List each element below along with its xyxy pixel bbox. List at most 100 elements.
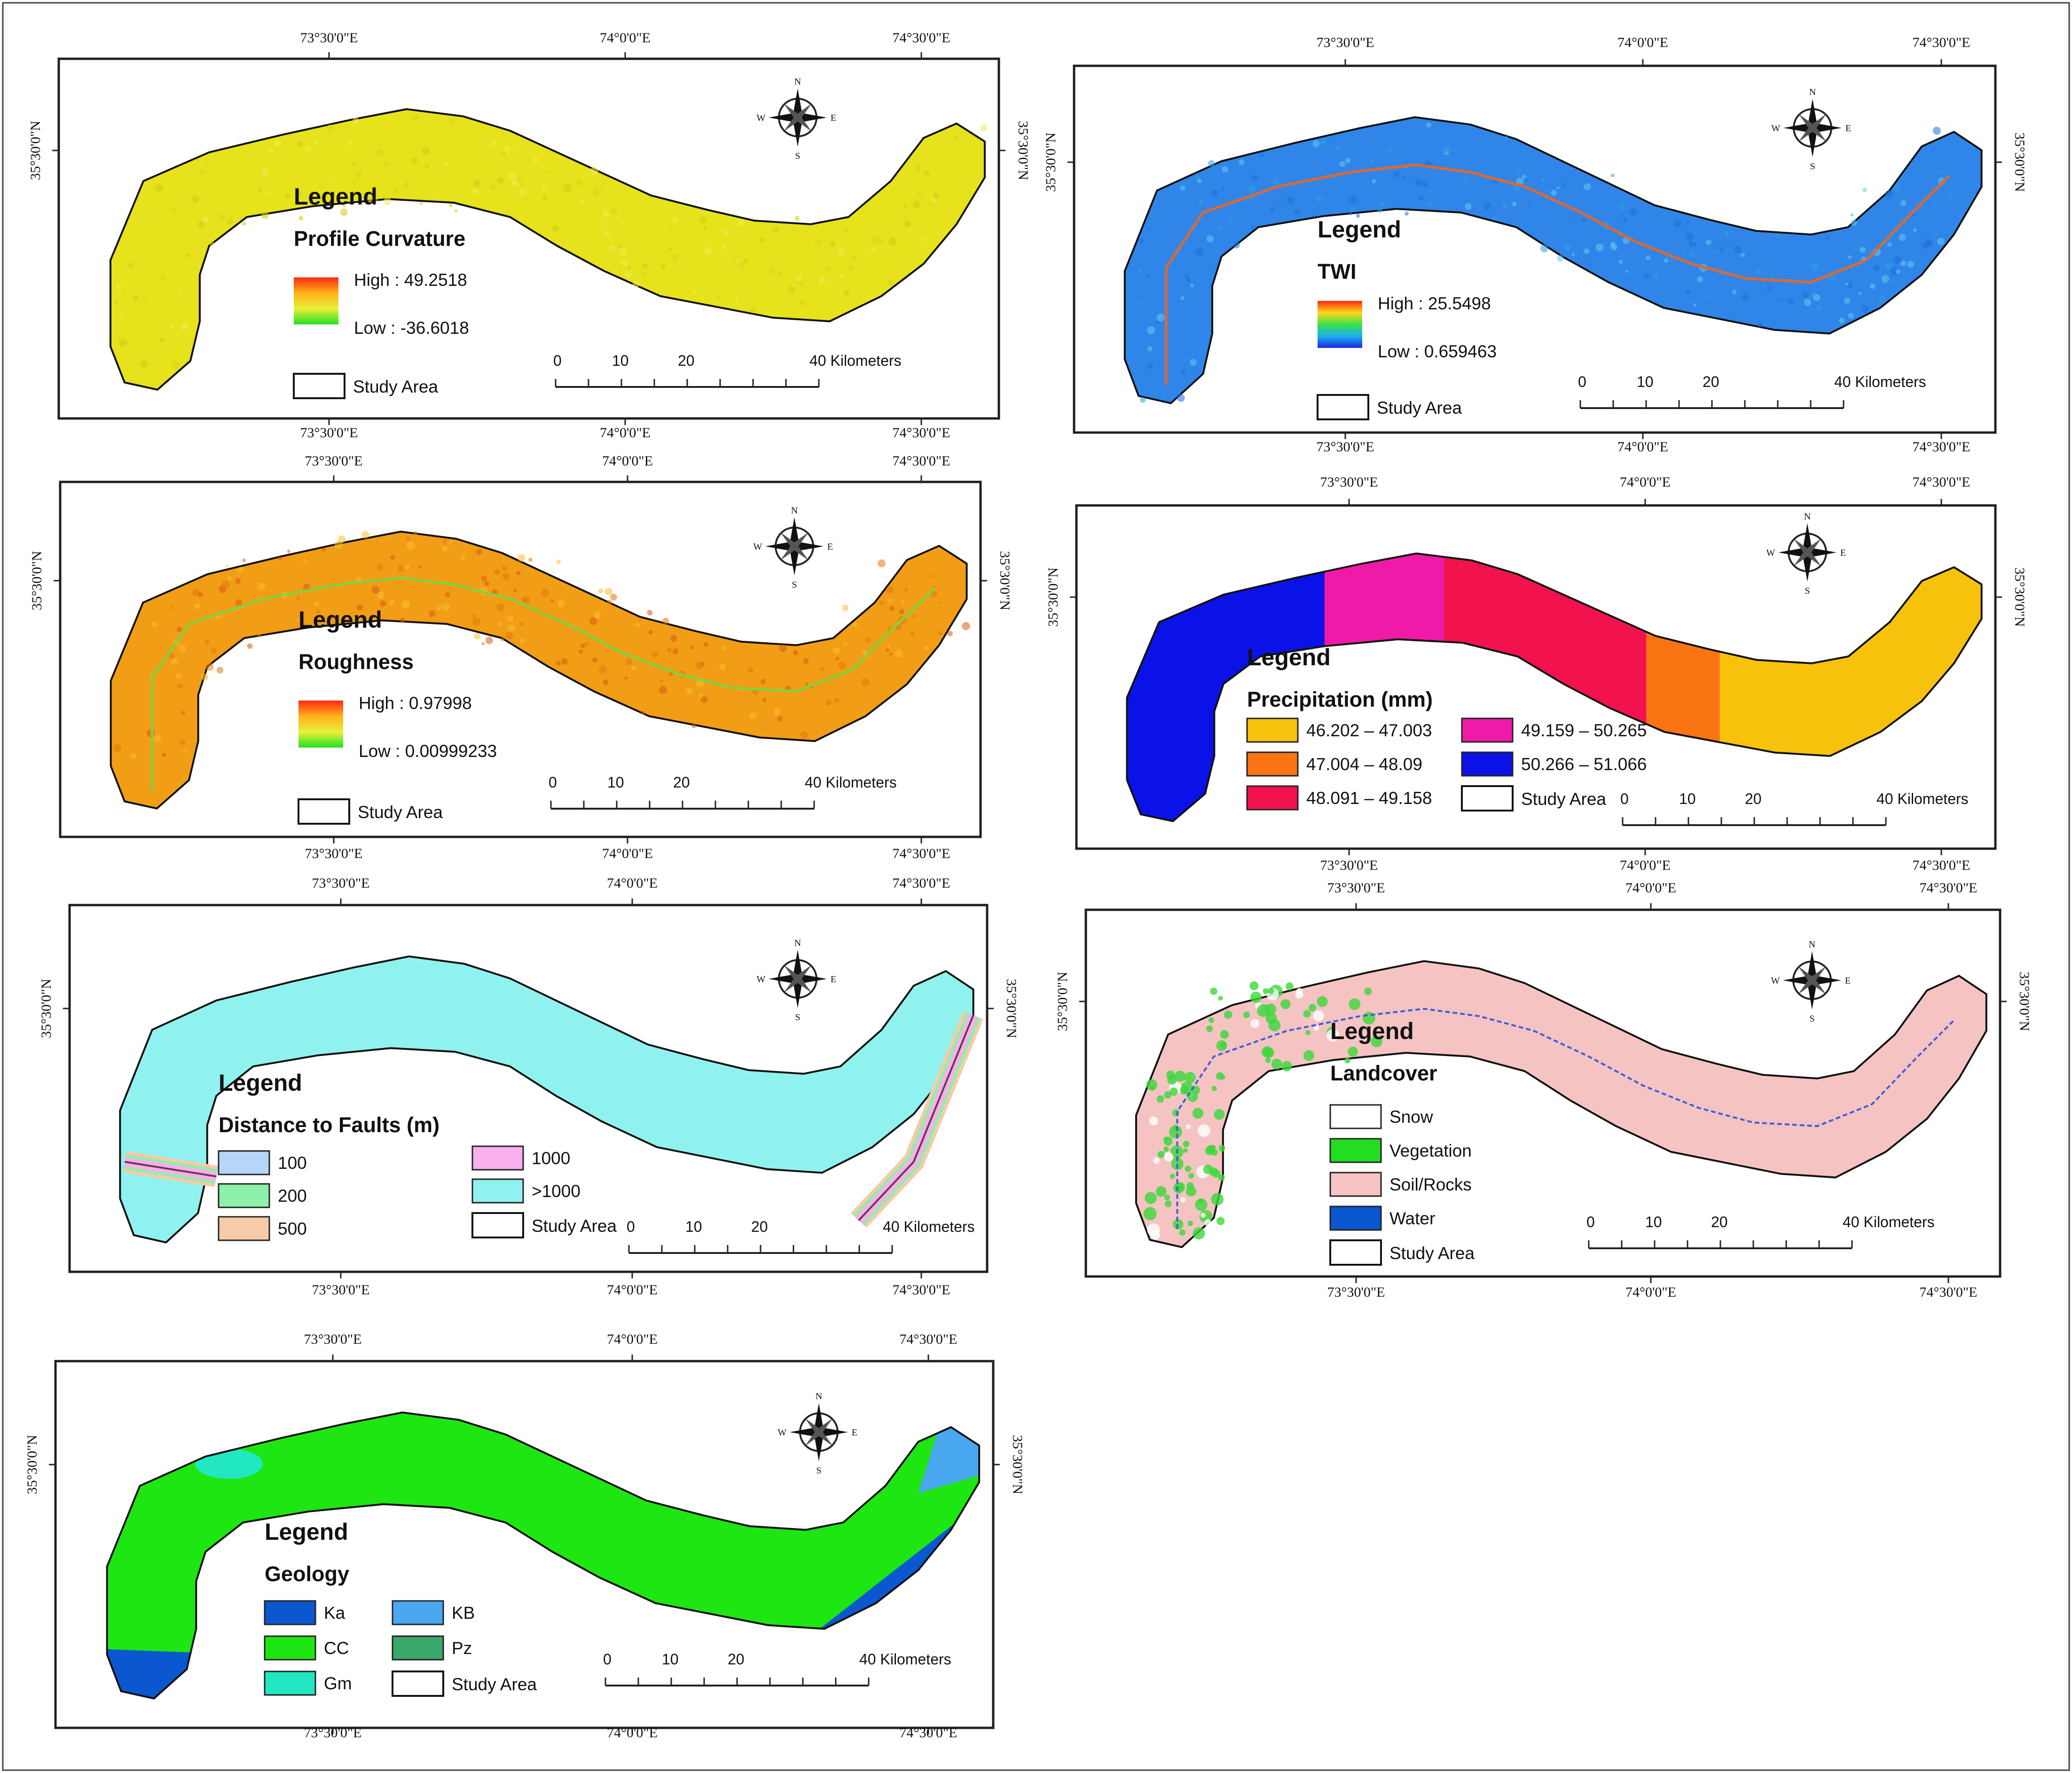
texture-dot xyxy=(1693,303,1696,307)
texture-dot xyxy=(511,180,518,187)
texture-dot xyxy=(502,573,510,580)
vegetation-patch xyxy=(1206,1025,1213,1032)
legend-class-label: 48.091 – 49.158 xyxy=(1306,788,1432,808)
texture-dot xyxy=(1403,176,1407,181)
texture-dot xyxy=(1156,314,1165,322)
texture-dot xyxy=(1138,299,1141,303)
lat-label-right: 35°30'0"N xyxy=(2012,133,2027,192)
texture-dot xyxy=(792,229,795,232)
vegetation-patch xyxy=(1303,1010,1311,1018)
texture-dot xyxy=(589,617,597,625)
compass-e-label: E xyxy=(831,113,836,123)
texture-dot xyxy=(581,643,585,648)
lat-label-right: 35°30'0"N xyxy=(2012,567,2027,627)
texture-dot xyxy=(1177,394,1185,402)
texture-dot xyxy=(699,693,704,698)
texture-dot xyxy=(1674,220,1681,228)
texture-dot xyxy=(1315,195,1322,202)
texture-dot xyxy=(181,711,185,715)
texture-dot xyxy=(888,599,892,603)
texture-dot xyxy=(1869,284,1876,289)
texture-dot xyxy=(1873,264,1880,272)
texture-dot xyxy=(474,633,480,640)
texture-dot xyxy=(316,610,321,615)
scalebar-label-20: 20 xyxy=(673,774,690,791)
texture-dot xyxy=(235,578,241,584)
scalebar-label-20: 20 xyxy=(1745,790,1762,807)
texture-dot xyxy=(1221,166,1228,173)
texture-dot xyxy=(1653,273,1659,280)
texture-dot xyxy=(1802,292,1809,298)
vegetation-patch xyxy=(1150,1230,1160,1240)
texture-layer xyxy=(114,115,988,370)
scalebar-label-40: 40 Kilometers xyxy=(1843,1214,1935,1230)
scalebar-label-40: 40 Kilometers xyxy=(805,774,897,791)
texture-dot xyxy=(513,589,517,592)
texture-dot xyxy=(557,599,565,607)
texture-dot xyxy=(703,642,708,647)
texture-dot xyxy=(865,638,871,643)
texture-dot xyxy=(628,266,631,269)
texture-dot xyxy=(1248,185,1256,193)
vegetation-patch xyxy=(1211,1193,1224,1206)
texture-dot xyxy=(1251,174,1258,181)
texture-dot xyxy=(1851,213,1854,217)
texture-dot xyxy=(887,645,891,648)
texture-dot xyxy=(235,599,243,607)
texture-dot xyxy=(842,604,849,611)
texture-dot xyxy=(923,237,928,242)
lon-label-bottom: 74°0'0"E xyxy=(1617,439,1668,455)
legend-class-label: Ka xyxy=(324,1603,345,1623)
texture-dot xyxy=(704,247,712,255)
texture-dot xyxy=(1563,243,1571,251)
texture-dot xyxy=(1688,252,1694,257)
texture-dot xyxy=(1848,313,1854,319)
lat-label-right: 35°30'0"N xyxy=(1010,1435,1025,1494)
texture-dot xyxy=(242,559,246,562)
compass-e-label: E xyxy=(831,974,836,985)
texture-dot xyxy=(699,217,706,224)
vegetation-patch xyxy=(1271,1058,1282,1070)
legend-study-area-swatch xyxy=(1329,1239,1382,1266)
texture-dot xyxy=(170,323,175,329)
texture-dot xyxy=(1421,181,1428,188)
scalebar-label-40: 40 Kilometers xyxy=(809,352,902,369)
texture-dot xyxy=(1465,203,1472,210)
texture-dot xyxy=(154,735,162,743)
legend-class-swatch xyxy=(1246,751,1299,777)
texture-dot xyxy=(617,245,621,249)
legend-class-label: 47.004 – 48.09 xyxy=(1306,755,1422,774)
texture-dot xyxy=(1334,145,1340,150)
scalebar-label-0: 0 xyxy=(603,1651,612,1668)
texture-dot xyxy=(870,247,876,252)
vegetation-patch xyxy=(1308,1004,1317,1012)
texture-dot xyxy=(642,272,647,277)
vegetation-patch xyxy=(1185,1186,1197,1197)
legend-class-swatch xyxy=(1461,717,1514,743)
lon-label-bottom: 74°0'0"E xyxy=(607,1282,658,1298)
texture-dot xyxy=(1697,276,1703,283)
texture-dot xyxy=(1540,244,1548,252)
texture-dot xyxy=(672,216,678,222)
texture-dot xyxy=(1211,189,1218,197)
texture-dot xyxy=(377,564,384,571)
texture-dot xyxy=(924,645,929,650)
vegetation-patch xyxy=(1179,1229,1185,1236)
lon-label-bottom: 74°30'0"E xyxy=(893,1282,950,1298)
legend-class-label: 50.266 – 51.066 xyxy=(1521,755,1647,774)
texture-dot xyxy=(389,600,395,606)
lon-label-bottom: 73°30'0"E xyxy=(1320,858,1378,873)
vegetation-patch xyxy=(1198,1198,1204,1204)
texture-dot xyxy=(113,744,122,753)
vegetation-patch xyxy=(1209,1017,1214,1023)
texture-dot xyxy=(1829,276,1836,283)
vegetation-patch xyxy=(1157,1150,1165,1158)
texture-dot xyxy=(607,599,612,605)
panel-precipitation: 73°30'0"E 73°30'0"E 74°0'0"E 74°0'0"E 74°30'… xyxy=(1045,474,2027,873)
texture-dot xyxy=(1394,171,1400,178)
texture-dot xyxy=(1287,197,1295,205)
texture-dot xyxy=(298,190,303,196)
panel-distance-to-faults: 73°30'0"E 73°30'0"E 74°0'0"E 74°0'0"E 74°30'… xyxy=(39,875,1019,1298)
vegetation-patch xyxy=(1183,1148,1188,1153)
texture-dot xyxy=(1180,296,1185,300)
